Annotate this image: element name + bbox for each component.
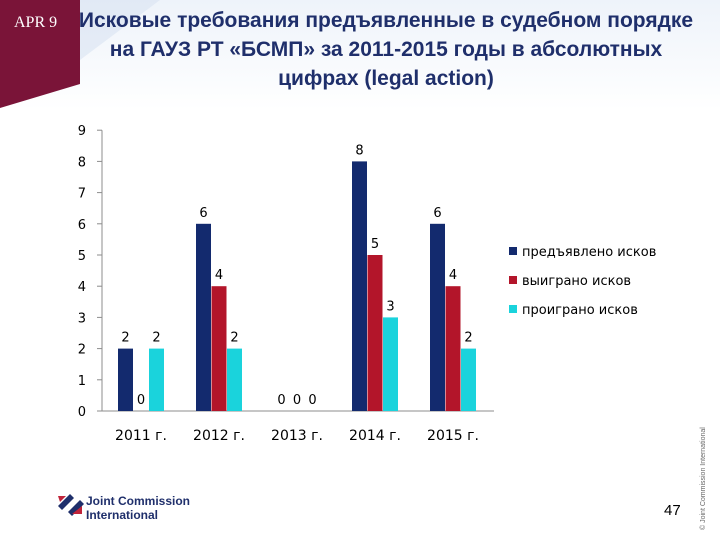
data-label: 3 — [386, 299, 394, 314]
data-label: 0 — [308, 393, 316, 408]
x-tick-label: 2014 г. — [349, 428, 401, 444]
slide-title: Исковые требования предъявленные в судеб… — [78, 9, 694, 90]
bar — [118, 348, 133, 411]
legend-label: выиграно исков — [522, 274, 631, 289]
bar — [227, 348, 242, 411]
legend-swatch — [509, 247, 517, 255]
y-tick-label: 3 — [78, 311, 86, 326]
data-label: 2 — [464, 331, 472, 346]
date-label: APR 9 — [14, 14, 58, 31]
data-label: 5 — [371, 237, 379, 252]
bar — [461, 348, 476, 411]
x-tick-label: 2011 г. — [115, 428, 167, 444]
bar — [149, 348, 164, 411]
y-tick-label: 4 — [78, 280, 86, 295]
bar — [430, 223, 445, 411]
bar — [211, 286, 227, 411]
bar — [383, 317, 398, 411]
x-tick-label: 2015 г. — [427, 428, 479, 444]
chart-legend: предъявлено исков выиграно исков проиграно… — [509, 245, 656, 318]
bar — [352, 161, 367, 411]
copyright-text: © Joint Commission International — [700, 427, 707, 530]
y-tick-label: 1 — [78, 374, 86, 389]
page-number: 47 — [664, 502, 681, 519]
legend-swatch — [509, 305, 517, 313]
y-tick-label: 8 — [78, 155, 86, 170]
y-tick-label: 9 — [78, 124, 86, 139]
chart-bars: 2 6 0 8 6 0 4 0 5 4 2 2 0 3 2 — [118, 143, 476, 411]
data-label: 2 — [121, 331, 129, 346]
data-label: 8 — [355, 143, 363, 158]
data-label: 6 — [199, 206, 207, 221]
header-band — [0, 0, 80, 108]
jci-logo-text: Joint Commission International — [86, 494, 190, 522]
data-label: 0 — [293, 393, 301, 408]
x-tick-label: 2012 г. — [193, 428, 245, 444]
y-tick-label: 7 — [78, 187, 86, 202]
logo-line-2: International — [86, 508, 159, 522]
y-tick-label: 6 — [78, 218, 86, 233]
data-label: 4 — [449, 268, 457, 283]
bar — [445, 286, 461, 411]
bar — [367, 255, 383, 411]
bar — [196, 223, 211, 411]
x-tick-label: 2013 г. — [271, 428, 323, 444]
legend-label: проиграно исков — [522, 303, 638, 318]
logo-line-1: Joint Commission — [86, 494, 191, 508]
data-label: 2 — [152, 331, 160, 346]
data-label: 6 — [433, 206, 441, 221]
data-label: 0 — [277, 393, 285, 408]
legend-label: предъявлено исков — [522, 245, 656, 260]
y-tick-label: 5 — [78, 249, 86, 264]
data-label: 0 — [137, 393, 145, 408]
data-label: 4 — [215, 268, 223, 283]
jci-logo-mark — [58, 494, 84, 516]
y-tick-label: 2 — [78, 343, 86, 358]
y-tick-label: 0 — [78, 405, 86, 420]
data-label: 2 — [230, 331, 238, 346]
legend-swatch — [509, 276, 517, 284]
